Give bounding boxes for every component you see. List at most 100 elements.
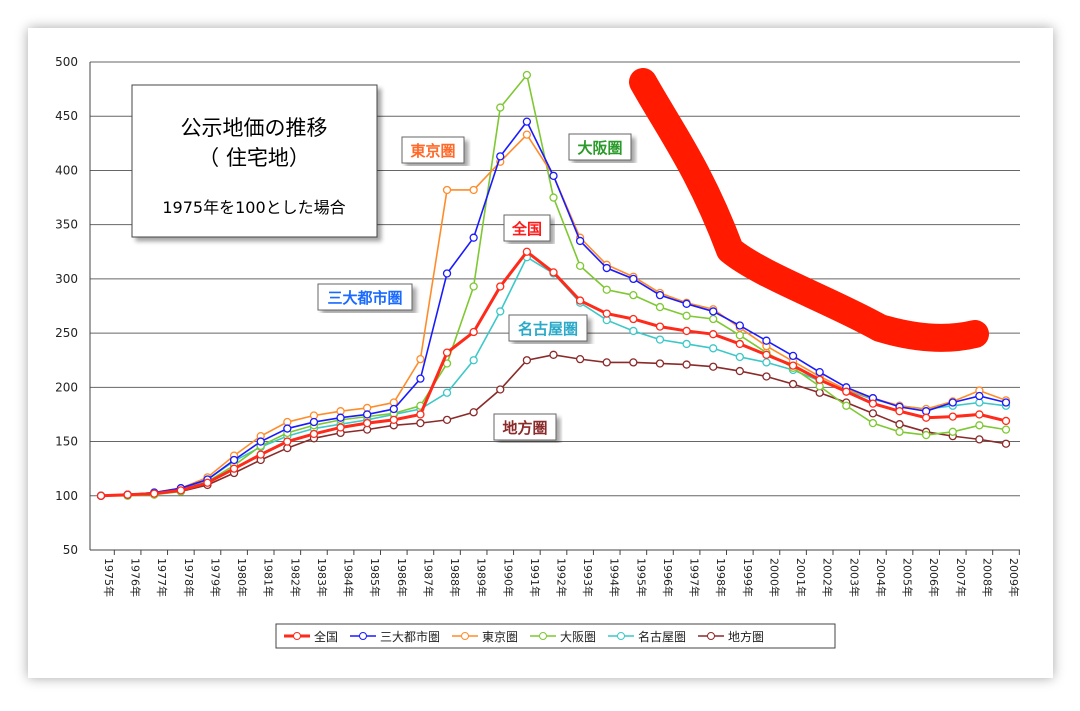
data-point [256,437,265,446]
annotation-box [317,283,413,311]
data-point [735,331,744,340]
annotation: 大阪圏 [577,139,622,157]
data-point [788,361,798,370]
chart-subtitle: （ 住宅地） [198,146,310,170]
data-point [549,171,558,181]
y-tick-label: 100 [55,489,78,503]
data-point [256,450,265,459]
y-tick-label: 200 [55,380,78,394]
data-point [842,401,851,410]
data-point [549,193,558,202]
data-point [948,398,957,407]
x-tick-label: 1981年 [262,558,276,597]
x-tick-label: 2001年 [794,558,808,597]
y-tick-label: 350 [55,218,78,232]
data-point [602,358,611,367]
x-tick-label: 1992年 [555,558,569,597]
data-point [150,489,159,498]
x-tick-label: 1996年 [661,558,675,597]
data-point [549,350,558,359]
data-point [389,415,398,425]
y-tick-label: 450 [55,109,78,123]
legend-marker [359,632,367,640]
x-tick-label: 1994年 [608,558,622,597]
data-point [655,359,665,368]
annotation: 名古屋圏 [518,320,578,338]
data-point [336,423,345,432]
legend-marker [539,632,547,640]
y-tick-label: 250 [55,326,78,340]
data-point [682,299,691,308]
data-point [336,413,345,422]
data-point [629,314,638,324]
data-point [442,388,452,397]
data-point [575,236,585,246]
annotation: 東京圏 [410,142,455,160]
data-point [575,261,585,271]
data-point [709,330,718,339]
data-point [602,309,611,318]
x-tick-label: 2005年 [901,558,915,597]
x-tick-label: 1977年 [155,558,169,597]
data-point [868,399,878,408]
data-point [762,350,771,359]
annotation: 地方圏 [502,419,547,437]
data-point [895,427,904,436]
x-tick-label: 1983年 [315,558,329,597]
annotation-box [568,133,632,161]
legend-marker [293,632,301,640]
x-tick-label: 2009年 [1007,558,1021,597]
data-point [496,152,505,161]
data-point [522,70,532,80]
x-tick-label: 1999年 [741,558,755,597]
x-tick-label: 1990年 [501,558,515,597]
data-point [575,354,585,364]
data-point [309,417,319,427]
x-tick-label: 1988年 [448,558,462,597]
data-point [575,296,585,305]
data-point [496,385,505,394]
data-point [469,356,478,365]
data-point [975,410,984,419]
data-point [921,413,931,422]
x-tick-label: 1995年 [634,558,648,597]
x-tick-label: 2006年 [927,558,941,597]
x-tick-label: 1993年 [581,558,595,597]
annotation-box [503,214,551,242]
x-tick-label: 1991年 [528,558,542,597]
data-point [96,491,106,500]
data-point [975,435,984,444]
data-point [469,185,478,195]
data-point [442,415,452,425]
data-point [123,490,132,499]
data-point [389,404,398,414]
chart-title: 公示地価の推移 [181,116,328,140]
annotation-box [493,413,557,441]
x-tick-label: 1982年 [288,558,302,597]
y-tick-label: 400 [55,163,78,177]
data-point [868,418,878,428]
data-point [229,464,239,473]
data-point [948,427,957,436]
legend-marker [707,632,715,640]
data-point [895,420,904,429]
data-point [496,103,505,112]
data-point [735,352,744,362]
data-point [629,274,638,284]
data-point [629,358,638,367]
hand-stroke [629,68,989,352]
x-tick-label: 1980年 [235,558,249,597]
data-point [655,291,665,300]
data-point [469,282,478,291]
legend-marker [461,632,469,640]
x-tick-label: 2003年 [847,558,861,597]
data-point [442,269,452,278]
data-point [522,356,532,365]
data-point [442,185,452,195]
data-point [655,302,665,312]
data-point [469,233,478,242]
data-point [629,291,638,300]
data-point [735,321,744,330]
data-point [1001,425,1011,434]
